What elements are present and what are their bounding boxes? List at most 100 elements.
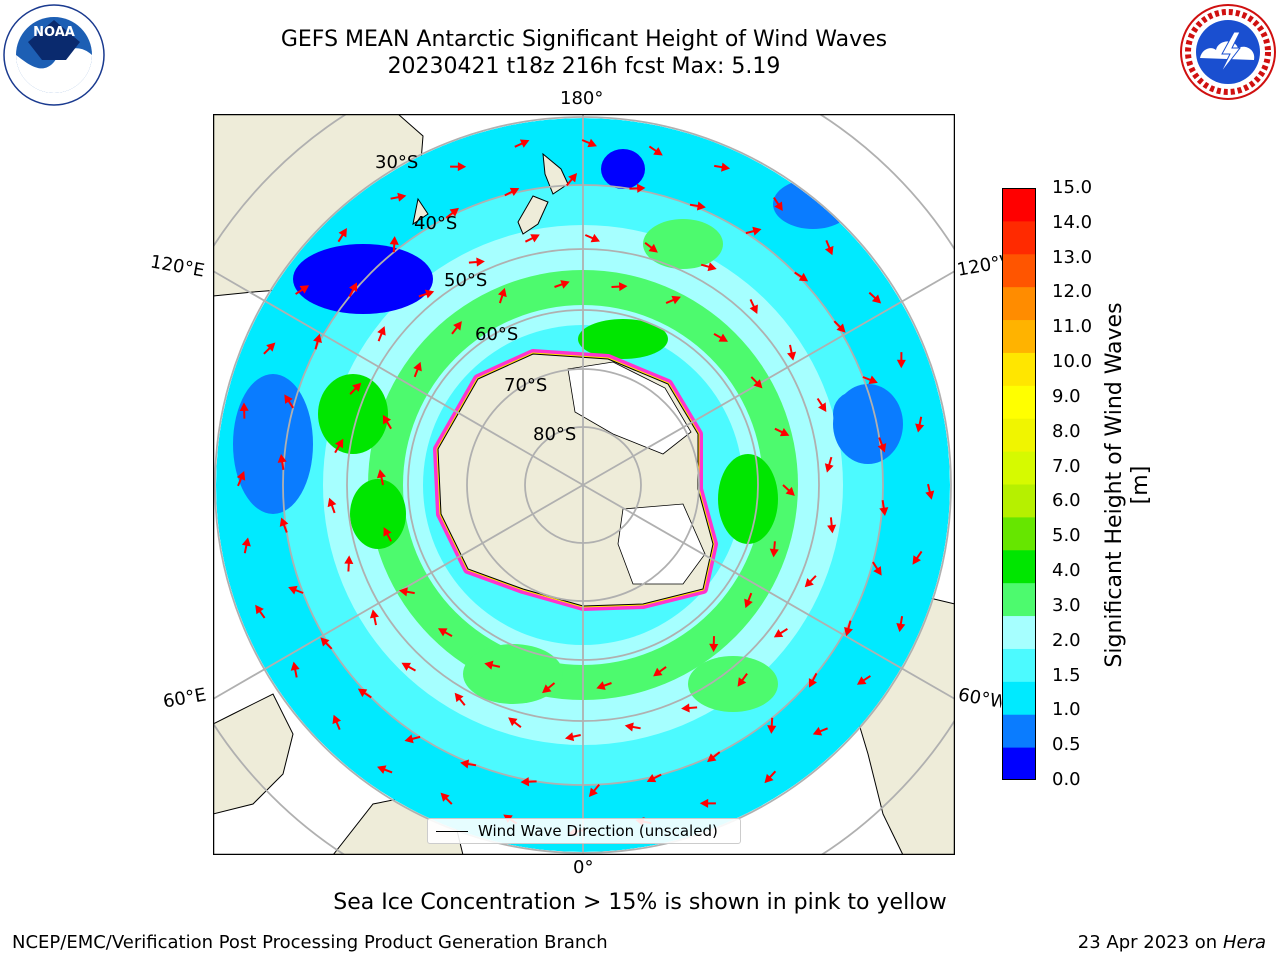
footer-host: Hera — [1222, 932, 1266, 953]
colorbar-label: Significant Height of Wind Waves [m] — [1102, 302, 1153, 668]
wind-wave-arrow — [377, 765, 393, 774]
wind-wave-arrow — [401, 662, 416, 672]
wind-wave-arrow — [468, 257, 485, 267]
wind-wave-arrow — [566, 172, 578, 187]
wind-wave-arrow — [236, 471, 246, 487]
wind-wave-arrow — [588, 783, 600, 798]
wind-wave-arrow — [856, 675, 871, 685]
wind-wave-arrow — [295, 285, 310, 295]
colorbar-tick-label: 8.0 — [1052, 420, 1081, 442]
legend-label: Wind Wave Direction (unscaled) — [478, 822, 718, 840]
wind-wave-arrow — [581, 138, 597, 148]
wind-wave-arrow — [872, 561, 882, 576]
polar-map — [213, 114, 955, 855]
wind-wave-arrow — [508, 717, 522, 728]
colorbar-cell — [1002, 319, 1036, 353]
wind-wave-arrow — [241, 537, 251, 554]
wind-wave-arrow — [382, 414, 392, 430]
wind-wave-arrow — [665, 295, 681, 305]
wind-wave-arrow — [794, 271, 809, 282]
wind-wave-arrow — [504, 187, 520, 197]
wind-wave-arrow — [774, 427, 790, 437]
wind-wave-arrow — [713, 333, 729, 342]
wind-wave-arrow — [327, 497, 337, 514]
wind-wave-arrow — [912, 550, 923, 565]
colorbar-tick-label: 1.5 — [1052, 664, 1081, 686]
lon-label-0: 0° — [573, 857, 594, 878]
wind-wave-arrow — [879, 500, 889, 517]
wind-wave-arrow — [782, 484, 795, 496]
colorbar — [1002, 188, 1036, 780]
wind-wave-arrow — [497, 287, 507, 304]
wind-wave-arrow — [816, 397, 827, 412]
wind-wave-arrow — [824, 240, 834, 256]
wind-wave-arrow — [773, 197, 783, 212]
colorbar-tick-label: 12.0 — [1052, 281, 1093, 303]
colorbar-tick-label: 15.0 — [1052, 177, 1093, 198]
wind-wave-arrow — [699, 798, 716, 808]
wind-wave-arrow — [440, 792, 453, 805]
colorbar-tick-label: 14.0 — [1052, 211, 1093, 233]
wind-wave-arrow — [644, 242, 658, 253]
wind-wave-arrow — [707, 751, 721, 763]
wind-wave-arrow — [554, 280, 570, 289]
wind-wave-arrow — [596, 681, 612, 690]
wind-wave-arrow — [681, 703, 698, 713]
wind-wave-arrow — [332, 714, 342, 730]
wind-wave-arrow — [764, 770, 777, 784]
wind-wave-arrow — [334, 438, 344, 454]
wind-wave-arrow — [445, 207, 459, 219]
chart-subtitle: 20230421 t18z 216h fcst Max: 5.19 — [387, 54, 781, 79]
lat-label-60s: 60°S — [475, 324, 519, 345]
wind-wave-arrow — [744, 592, 753, 609]
lat-label-70s: 70°S — [504, 375, 548, 396]
wind-wave-arrow — [896, 616, 906, 633]
colorbar-tick-label: 6.0 — [1052, 490, 1081, 512]
wind-wave-arrow — [925, 483, 935, 500]
colorbar-tick-label: 13.0 — [1052, 246, 1093, 268]
wind-wave-arrow — [277, 453, 287, 470]
colorbar-tick-label: 0.0 — [1052, 769, 1081, 790]
colorbar-tick-label: 11.0 — [1052, 316, 1093, 338]
wind-wave-arrow — [524, 234, 540, 243]
wind-wave-arrow — [404, 734, 421, 744]
wind-wave-arrow — [689, 201, 706, 211]
lon-label-60e: 60°E — [161, 684, 208, 713]
wind-wave-arrow — [520, 777, 537, 787]
colorbar-cell — [1002, 484, 1036, 518]
footer-producer: NCEP/EMC/Verification Post Processing Pr… — [12, 932, 608, 953]
map-legend: Wind Wave Direction (unscaled) — [427, 818, 741, 844]
wind-wave-arrow — [389, 236, 399, 253]
wind-wave-arrow — [514, 139, 530, 148]
wind-wave-arrow — [437, 628, 453, 637]
wind-wave-arrow — [376, 469, 386, 486]
wind-wave-arrow — [584, 233, 600, 243]
wind-wave-arrow — [750, 376, 763, 389]
wind-wave-arrow — [460, 759, 477, 769]
wind-wave-arrow — [288, 585, 304, 595]
wind-wave-arrow — [773, 628, 788, 638]
lat-label-40s: 40°S — [414, 213, 458, 234]
colorbar-cell — [1002, 615, 1036, 649]
colorbar-cell — [1002, 714, 1036, 748]
wind-wave-arrow — [284, 394, 294, 409]
wind-wave-arrow — [629, 183, 646, 193]
colorbar-cell — [1002, 549, 1036, 584]
wind-wave-arrow — [564, 732, 581, 742]
wind-wave-arrow — [862, 375, 878, 385]
lat-label-50s: 50°S — [444, 270, 488, 291]
map-frame — [213, 114, 955, 855]
wind-wave-arrow — [263, 342, 276, 355]
wind-wave-arrow — [279, 517, 289, 533]
wind-wave-arrow — [320, 637, 333, 650]
colorbar-cell — [1002, 681, 1036, 715]
wind-wave-arrow — [255, 604, 266, 619]
wind-wave-arrow — [767, 717, 777, 734]
graticule — [213, 114, 955, 855]
colorbar-cell — [1002, 747, 1036, 780]
colorbar-tick-label: 10.0 — [1052, 351, 1093, 373]
colorbar-tick-label: 2.0 — [1052, 629, 1081, 651]
wind-wave-arrow — [454, 692, 466, 706]
wind-wave-arrow — [827, 517, 837, 534]
colorbar-cell — [1002, 220, 1036, 255]
